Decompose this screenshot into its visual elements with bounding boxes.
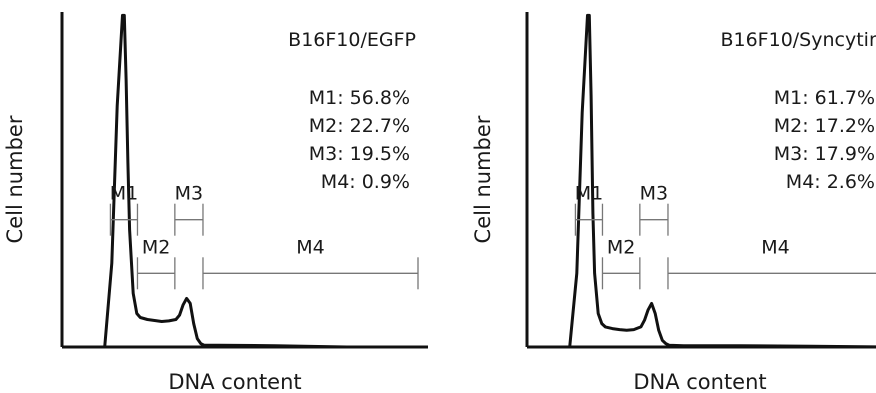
stat-label: M1: 56.8% (309, 87, 410, 109)
gate-label: M2 (142, 236, 170, 258)
histogram-series (527, 13, 876, 349)
stat-label: M3: 19.5% (309, 143, 410, 165)
stat-label: M2: 17.2% (774, 115, 875, 137)
gate-m4: M4 (667, 236, 876, 290)
gate-m2: M2 (601, 236, 641, 290)
chart-title: B16F10/Syncytin (720, 29, 876, 51)
gate-label: M4 (761, 236, 789, 258)
gate-label: M1 (575, 183, 603, 205)
gate-m3: M3 (174, 183, 204, 236)
chart-panel-1: M1 M2 M3 M4 B16F10/EGFP M1: 56.8% M2: 22.7% M3:… (3, 12, 428, 393)
stat-label: M3: 17.9% (774, 143, 875, 165)
gate-label: M3 (640, 183, 668, 205)
gate-m2: M2 (136, 236, 176, 290)
stat-label: M2: 22.7% (309, 115, 410, 137)
gate-m1: M1 (575, 183, 603, 236)
gate-label: M4 (296, 236, 324, 258)
y-axis-label: Cell number (3, 115, 27, 243)
chart-title: B16F10/EGFP (288, 29, 416, 51)
stat-label: M1: 61.7% (774, 87, 875, 109)
histogram-series (62, 13, 418, 349)
x-axis-label: DNA content (633, 370, 766, 393)
gate-m4: M4 (202, 236, 419, 290)
gate-m3: M3 (639, 183, 669, 236)
gate-label: M3 (175, 183, 203, 205)
y-axis-label: Cell number (471, 115, 495, 243)
stat-label: M4: 0.9% (321, 171, 410, 193)
gate-label: M2 (607, 236, 635, 258)
x-axis-label: DNA content (168, 370, 301, 393)
gate-label: M1 (110, 183, 138, 205)
gate-m1: M1 (110, 183, 138, 236)
stat-label: M4: 2.6% (786, 171, 875, 193)
chart-panel-2: M1 M2 M3 M4 B16F10/Syncytin M1: 61.7% M2: 17.2… (471, 12, 876, 393)
